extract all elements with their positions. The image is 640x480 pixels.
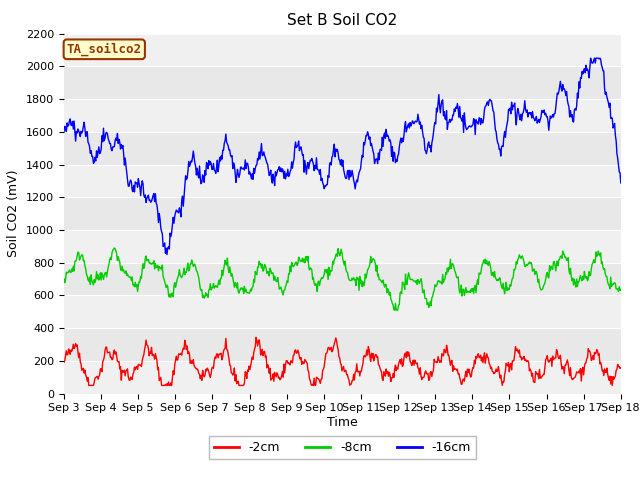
Bar [64, 165, 621, 197]
Title: Set B Soil CO2: Set B Soil CO2 [287, 13, 397, 28]
Bar [64, 230, 621, 263]
Y-axis label: Soil CO2 (mV): Soil CO2 (mV) [8, 170, 20, 257]
Bar [64, 99, 621, 132]
X-axis label: Time: Time [327, 416, 358, 429]
Bar [64, 361, 621, 394]
Bar [64, 34, 621, 66]
Text: TA_soilco2: TA_soilco2 [67, 43, 142, 56]
Bar [64, 295, 621, 328]
Legend: -2cm, -8cm, -16cm: -2cm, -8cm, -16cm [209, 436, 476, 459]
